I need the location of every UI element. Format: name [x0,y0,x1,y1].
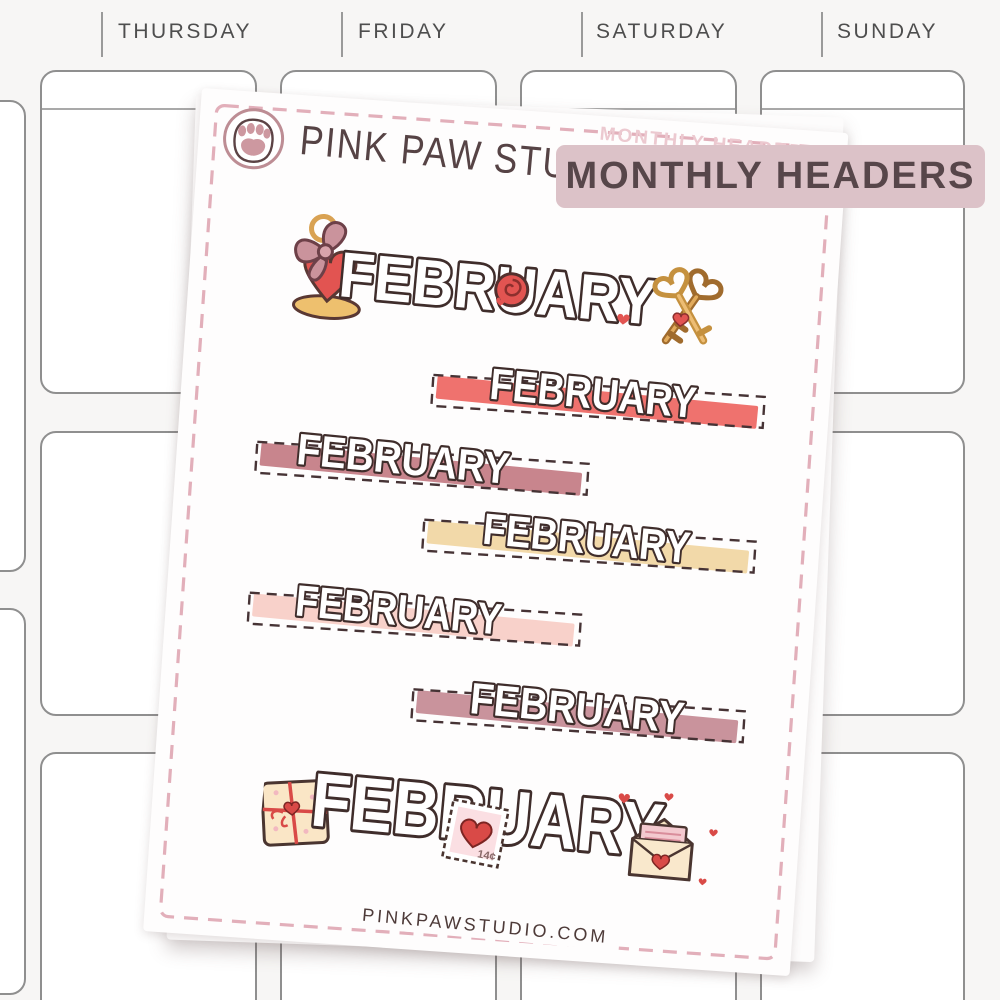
washi-strip [426,520,750,574]
sticker-label: FEBRUARY [488,360,699,428]
banner-label: MONTHLY HEADERS [565,155,976,197]
sticker-february-header-valentine-mail: FEBRUARY 14¢ [260,755,718,886]
washi-strip [415,690,739,744]
cell-date-line [42,108,255,110]
sticker-february-strip-blush: FEBRUARY [246,574,583,647]
mini-heart-icon [617,313,630,325]
sticker-label: FEBRUARY [481,505,693,573]
washi-strip [435,375,759,429]
stitch-outline [420,518,757,574]
stitch-outline [246,591,583,647]
weekday-header-friday: FRIDAY [358,20,449,43]
weekday-header-saturday: SATURDAY [596,20,728,43]
column-divider [581,12,583,57]
sticker-label: FEBRUARY [468,674,687,743]
sticker-february-strip-coral: FEBRUARY [430,358,766,430]
monthly-headers-banner: MONTHLY HEADERS [556,145,985,208]
cell-date-line [522,108,735,110]
paw-icon [223,108,285,170]
sticker-sheet: MONTHLY HEADERS PINK PAW STUDIO [143,88,849,977]
planner-cell [0,608,26,995]
weekday-header-sunday: SUNDAY [837,20,938,43]
sticker-february-strip-rose: FEBRUARY [410,672,746,745]
sticker-label: FEBRUARY [295,425,512,494]
sticker-february-header-chocolates-keys: FEBRUARY [292,213,724,345]
wrapped-envelope-icon [260,779,330,847]
sticker-label: FEBRUARY [293,576,504,644]
column-divider [341,12,343,57]
stamp-value: 14¢ [476,848,496,863]
bow-icon [294,221,348,282]
crossed-gold-keys-icon [652,267,724,345]
dashed-border [159,104,833,961]
washi-strip [252,593,575,647]
sticker-february-strip-cream: FEBRUARY [420,502,757,575]
washi-strip [259,442,583,496]
column-divider [821,12,823,57]
open-envelope-icon [627,817,694,882]
stitch-outline [410,688,746,744]
heart-stamp-icon: 14¢ [440,797,511,869]
mini-heart-icon [618,793,718,886]
stitch-outline [430,373,766,430]
mini-heart-icon [672,312,690,328]
cell-date-line [762,108,963,110]
sticker-february-strip-mauve: FEBRUARY [254,423,590,497]
rose-icon [494,272,530,308]
weekday-header-thursday: THURSDAY [118,20,252,43]
stitch-outline [254,440,590,497]
planner-cell [0,100,26,572]
column-divider [101,12,103,57]
